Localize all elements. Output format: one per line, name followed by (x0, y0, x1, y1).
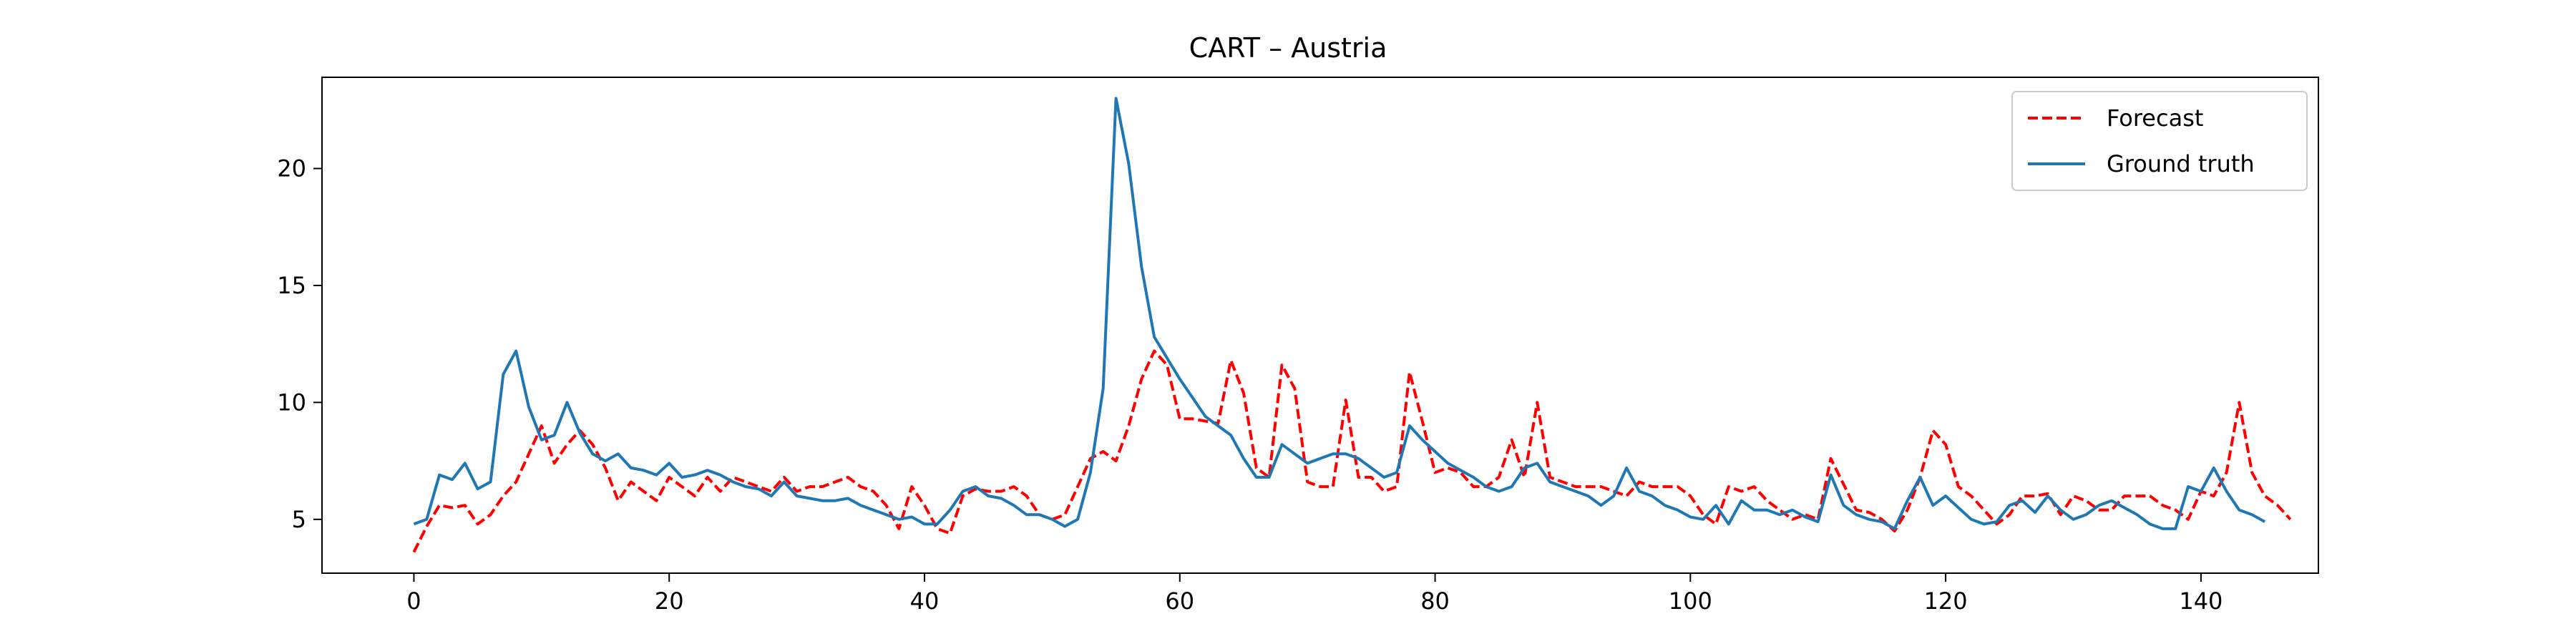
series-line-ground-truth (413, 97, 2266, 530)
x-tick-label: 60 (1165, 587, 1194, 615)
legend-label: Forecast (2107, 104, 2203, 132)
y-tick-label: 20 (277, 155, 306, 182)
x-tick-label: 120 (1924, 587, 1968, 615)
legend-box (2011, 91, 2308, 191)
plot-frame (321, 77, 2319, 574)
y-tick-label: 15 (277, 272, 306, 299)
series-line-forecast (412, 349, 2292, 553)
y-tick-label: 10 (277, 389, 306, 416)
y-axis: 5 10 15 20 (277, 155, 322, 533)
y-tick-label: 5 (292, 506, 306, 533)
legend-label: Ground truth (2107, 150, 2255, 177)
x-tick-label: 140 (2179, 587, 2223, 615)
plot-area (412, 97, 2292, 553)
legend: Forecast Ground truth (2011, 91, 2308, 191)
x-tick-label: 100 (1669, 587, 1712, 615)
x-tick-label: 20 (655, 587, 684, 615)
x-tick-label: 40 (910, 587, 940, 615)
x-axis: 0 20 40 60 80 100 120 140 (406, 573, 2223, 615)
chart-title: CART – Austria (1189, 32, 1387, 64)
x-tick-label: 0 (406, 587, 421, 615)
x-tick-label: 80 (1420, 587, 1450, 615)
